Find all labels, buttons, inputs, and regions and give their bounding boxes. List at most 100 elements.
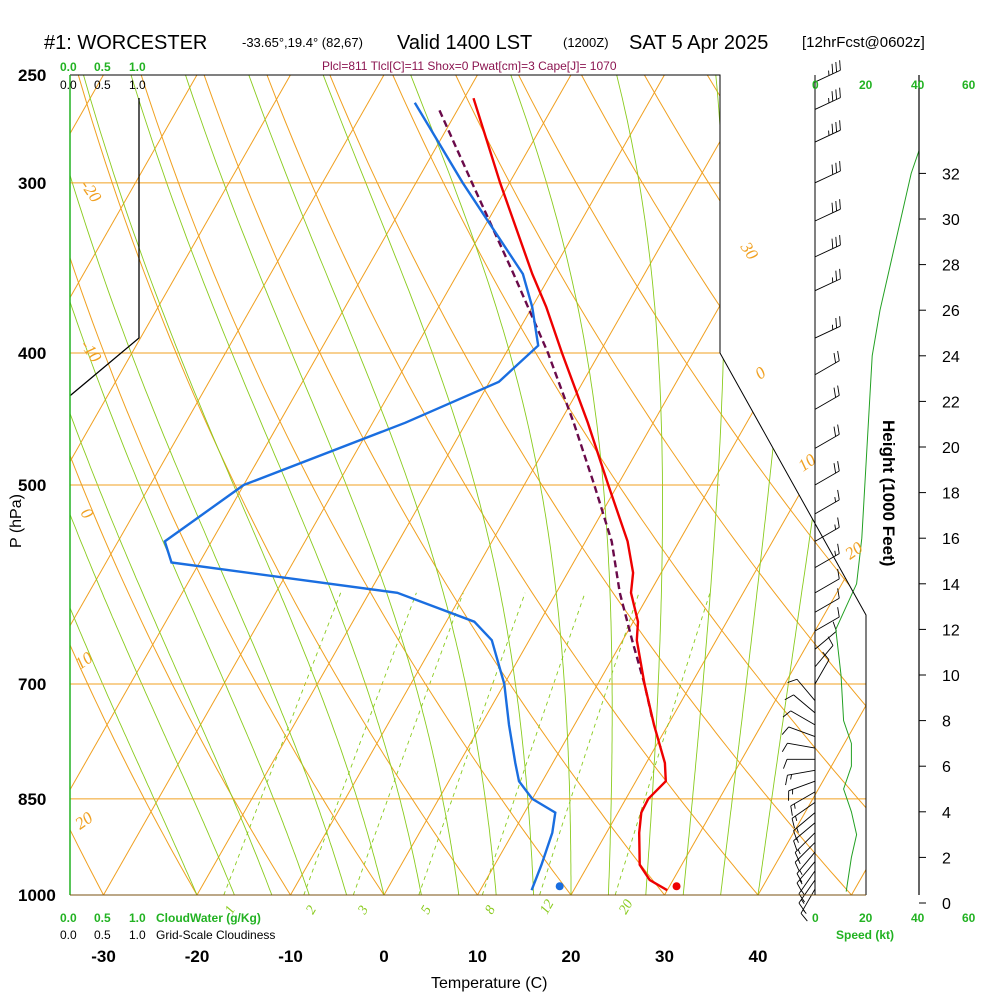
wind-barb-flag: [791, 818, 795, 829]
speed-axis-label: Speed (kt): [836, 928, 894, 942]
wind-barb: [814, 120, 841, 143]
wind-barb-flag: [787, 678, 798, 683]
wind-barb-flag: [837, 350, 840, 361]
wind-barb-flag: [835, 61, 838, 73]
dry-adiabat-label: 0: [751, 363, 769, 384]
wind-barb-staff: [814, 616, 840, 632]
wind-barb-staff: [791, 801, 816, 819]
wind-barb-flag: [781, 726, 790, 735]
wind-barb: [788, 780, 816, 801]
height-tick-label: 16: [942, 531, 960, 548]
station-title: #1: WORCESTER: [44, 32, 207, 54]
pressure-tick-label: 300: [18, 174, 46, 193]
isotherm-line: [0, 75, 10, 895]
wind-barb: [814, 636, 834, 668]
wind-barb-flag: [839, 316, 841, 327]
wind-barb: [793, 812, 816, 841]
wind-barb-staff: [796, 678, 816, 701]
wind-barb-flag: [833, 352, 837, 363]
dry-adiabat-line: [568, 75, 866, 895]
temperature-tick-label: -20: [185, 947, 210, 966]
dewpoint-line: [163, 102, 557, 891]
dry-adiabat-label: 20: [71, 808, 96, 834]
parcel-line: [438, 109, 654, 718]
wind-barb-staff: [787, 769, 816, 776]
mixing-ratio-label: 20: [616, 897, 636, 917]
station-location: -33.65°,19.4° (82,67): [242, 35, 363, 50]
wind-barb-flag: [800, 899, 805, 904]
wind-barb-flag: [822, 651, 830, 661]
wind-barb-flag: [835, 121, 838, 133]
wind-barb-flag: [833, 387, 837, 398]
wind-barb-flag: [799, 879, 803, 885]
height-tick-label: 24: [942, 349, 960, 366]
wind-barb-flag: [795, 815, 798, 821]
wind-barb-flag: [835, 162, 838, 173]
wind-barb: [814, 161, 841, 184]
wind-barb-flag: [837, 543, 840, 554]
wind-barb-staff: [798, 870, 816, 895]
temperature-tick-label: 10: [468, 947, 487, 966]
height-tick-label: 30: [942, 212, 960, 229]
moist-adiabat-line: [70, 75, 348, 895]
temperature-line: [472, 97, 668, 892]
temperature-tick-label: -30: [91, 947, 116, 966]
wind-barb-flag: [796, 873, 803, 883]
wind-barb-flag: [837, 424, 840, 435]
wind-barb: [787, 678, 816, 701]
dry-adiabat-label: -20: [77, 176, 106, 206]
wind-barb-staff: [814, 553, 840, 569]
isotherm-line: [70, 75, 198, 895]
wind-barb: [814, 268, 841, 292]
wind-barb-flag: [835, 236, 838, 247]
wind-barb-flag: [837, 489, 840, 500]
height-tick-label: 6: [942, 759, 951, 776]
wind-barb: [798, 870, 816, 903]
speed-tick-top-3: 60: [962, 78, 976, 92]
wind-barb-flag: [800, 913, 808, 922]
moist-adiabat-line: [322, 75, 535, 895]
wind-barb-flag: [839, 199, 841, 210]
wind-barb-staff: [814, 170, 841, 184]
cloudwater-tick-0: 0.0: [60, 911, 77, 925]
height-tick-label: 4: [942, 805, 951, 822]
cloudiness-line: [69, 98, 140, 397]
mixing-ratio-line: [303, 592, 417, 895]
wind-barb-flag: [797, 849, 801, 855]
wind-barb-flag: [783, 759, 788, 769]
cloudiness-tick-2: 1.0: [129, 928, 146, 942]
dry-adiabat-line: [319, 75, 866, 895]
wind-barb-staff: [814, 208, 841, 222]
valid-zulu: (1200Z): [563, 35, 609, 50]
wind-barb-flag: [781, 742, 788, 752]
wind-barb-flag: [831, 123, 834, 134]
wind-barb: [814, 199, 841, 222]
valid-time: Valid 1400 LST: [397, 32, 532, 54]
moist-adiabat-line: [70, 75, 235, 895]
wind-barb-staff: [814, 630, 837, 650]
mixing-ratio-label: 8: [482, 903, 498, 917]
wind-barb-flag: [793, 830, 798, 841]
wind-barb-flag: [837, 588, 840, 599]
dry-adiabat-line: [70, 75, 499, 895]
cloudwater-top-tick-2: 1.0: [129, 60, 146, 74]
mixing-ratio-line: [614, 592, 711, 895]
dry-adiabat-line: [257, 75, 784, 895]
cloudwater-top-tick-1: 0.5: [94, 60, 111, 74]
wind-barb-flag: [785, 775, 788, 786]
wind-barb: [794, 832, 816, 862]
wind-barb-staff: [814, 645, 834, 668]
cloudiness-tick-0: 0.0: [60, 928, 77, 942]
wind-barb: [814, 651, 830, 685]
pressure-tick-label: 250: [18, 66, 46, 85]
dry-adiabat-label: 30: [736, 238, 762, 264]
wind-barb-staff: [814, 129, 841, 143]
valid-date: SAT 5 Apr 2025: [629, 32, 768, 54]
speed-tick-bottom-3: 60: [962, 911, 976, 925]
pressure-tick-label: 400: [18, 344, 46, 363]
wind-barb: [796, 861, 816, 892]
wind-barb: [782, 710, 816, 726]
wind-barb-flag: [837, 517, 840, 528]
cloudwater-tick-2: 1.0: [129, 911, 146, 925]
